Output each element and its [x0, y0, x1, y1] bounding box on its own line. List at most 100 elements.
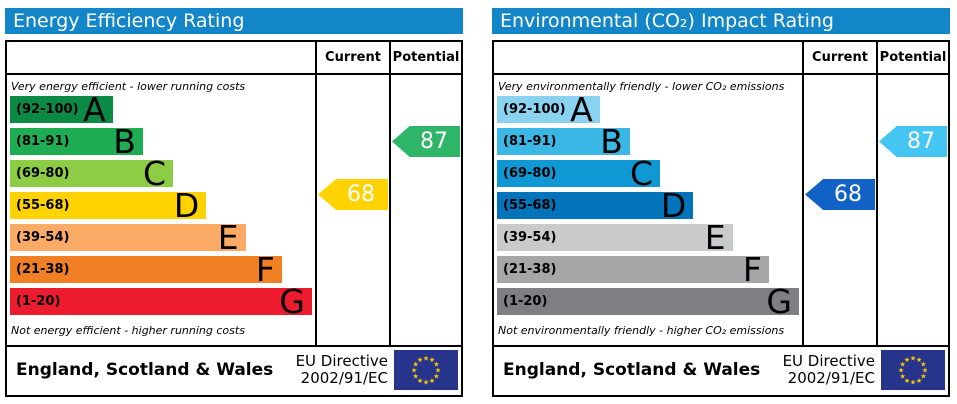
potential-column-divider	[876, 75, 878, 345]
potential-rating-value: 87	[420, 129, 448, 154]
band-bar-d: (55-68) D	[10, 186, 207, 225]
band-range-label: (92-100)	[16, 102, 79, 117]
band-bar-c: (69-80) C	[10, 157, 174, 190]
rating-scale-body: Very environmentally friendly - lower CO…	[494, 75, 948, 345]
svg-text:★: ★	[920, 373, 926, 381]
band-letter: B	[113, 122, 136, 161]
region-label: England, Scotland & Wales	[16, 360, 274, 380]
svg-text:★: ★	[899, 373, 905, 381]
header-spacer-cell	[494, 42, 802, 73]
band-range-label: (81-91)	[16, 134, 70, 149]
potential-rating-arrow: 87	[879, 126, 947, 157]
band-bar-e: (39-54) E	[497, 218, 733, 257]
svg-text:★: ★	[417, 377, 423, 385]
band-letter: F	[742, 250, 762, 289]
band-bar-e: (39-54) E	[10, 218, 246, 257]
svg-text:★: ★	[435, 367, 441, 375]
current-column-divider	[802, 75, 804, 345]
band-range-label: (69-80)	[503, 166, 557, 181]
band-bar-b: (81-91) B	[497, 122, 630, 161]
band-range-label: (55-68)	[16, 198, 70, 213]
band-range-label: (21-38)	[503, 262, 557, 277]
header-spacer-cell	[7, 42, 315, 73]
svg-text:★: ★	[922, 367, 928, 375]
table-footer-row: England, Scotland & Wales EU Directive 2…	[494, 345, 948, 393]
svg-text:★: ★	[429, 377, 435, 385]
band-bar-g: (1-20) G	[497, 282, 799, 321]
current-column-divider	[315, 75, 317, 345]
potential-rating-value: 87	[907, 129, 935, 154]
svg-text:★: ★	[433, 373, 439, 381]
band-letter: G	[279, 282, 305, 321]
region-label: England, Scotland & Wales	[503, 360, 761, 380]
svg-text:★: ★	[910, 379, 916, 387]
band-range-label: (1-20)	[503, 294, 548, 309]
potential-rating-arrow: 87	[392, 126, 460, 157]
potential-column-header: Potential	[389, 42, 461, 73]
potential-column-header: Potential	[876, 42, 948, 73]
band-range-label: (21-38)	[16, 262, 70, 277]
band-bar-c: (69-80) C	[497, 157, 661, 190]
svg-text:★: ★	[904, 356, 910, 364]
svg-text:★: ★	[920, 361, 926, 369]
energy-panel-title: Energy Efficiency Rating	[5, 8, 463, 34]
current-rating-arrow: 68	[318, 179, 388, 210]
band-letter: E	[704, 218, 726, 257]
band-letter: B	[600, 122, 623, 161]
current-column-header: Current	[315, 42, 389, 73]
band-letter: A	[570, 90, 593, 129]
band-bar-g: (1-20) G	[10, 282, 312, 321]
band-range-label: (69-80)	[16, 166, 70, 181]
svg-text:★: ★	[899, 361, 905, 369]
eu-directive-label: EU Directive 2002/91/EC	[782, 351, 875, 387]
band-bar-a: (92-100) A	[497, 90, 600, 129]
table-header-row: Current Potential	[7, 42, 461, 75]
band-range-label: (1-20)	[16, 294, 61, 309]
band-letter: E	[217, 218, 239, 257]
eu-flag-icon: ★ ★★ ★★★ ★★★ ★★★	[881, 350, 945, 390]
svg-text:★: ★	[904, 377, 910, 385]
bottom-caption: Not environmentally friendly - higher CO…	[498, 324, 785, 337]
rating-bands: (92-100) A (81-91) B (69-80) C (55-68) D	[497, 90, 799, 321]
top-caption: Very energy efficient - lower running co…	[11, 80, 246, 93]
band-letter: D	[173, 186, 200, 225]
band-bar-d: (55-68) D	[497, 186, 694, 225]
svg-text:★: ★	[910, 355, 916, 363]
band-letter: A	[83, 90, 106, 129]
potential-column-divider	[389, 75, 391, 345]
band-bar-f: (21-38) F	[10, 250, 282, 289]
band-range-label: (55-68)	[503, 198, 557, 213]
environmental-rating-table: Current Potential Very environmentally f…	[492, 40, 950, 397]
svg-text:★: ★	[916, 356, 922, 364]
svg-text:★: ★	[433, 361, 439, 369]
band-range-label: (39-54)	[16, 230, 70, 245]
svg-text:★: ★	[417, 356, 423, 364]
current-rating-value: 68	[834, 182, 862, 207]
band-range-label: (39-54)	[503, 230, 557, 245]
band-bar-f: (21-38) F	[497, 250, 769, 289]
svg-text:★: ★	[411, 367, 417, 375]
rating-scale-body: Very energy efficient - lower running co…	[7, 75, 461, 345]
band-bar-b: (81-91) B	[10, 122, 143, 161]
svg-text:★: ★	[429, 356, 435, 364]
band-bar-a: (92-100) A	[10, 90, 113, 129]
bottom-caption: Not energy efficient - higher running co…	[11, 324, 245, 337]
svg-text:★: ★	[916, 377, 922, 385]
band-letter: F	[255, 250, 275, 289]
eu-flag-icon: ★ ★★ ★★★ ★★★ ★★★	[394, 350, 458, 390]
band-letter: D	[660, 186, 687, 225]
energy-rating-table: Current Potential Very energy efficient …	[5, 40, 463, 397]
svg-text:★: ★	[412, 373, 418, 381]
current-column-header: Current	[802, 42, 876, 73]
top-caption: Very environmentally friendly - lower CO…	[498, 80, 785, 93]
eu-directive-label: EU Directive 2002/91/EC	[295, 351, 388, 387]
environmental-impact-panel: Environmental (CO₂) Impact Rating Curren…	[492, 8, 950, 397]
svg-text:★: ★	[412, 361, 418, 369]
svg-text:★: ★	[423, 355, 429, 363]
environmental-panel-title: Environmental (CO₂) Impact Rating	[492, 8, 950, 34]
band-letter: G	[766, 282, 792, 321]
current-rating-value: 68	[347, 182, 375, 207]
svg-text:★: ★	[898, 367, 904, 375]
rating-bands: (92-100) A (81-91) B (69-80) C (55-68) D	[10, 90, 312, 321]
